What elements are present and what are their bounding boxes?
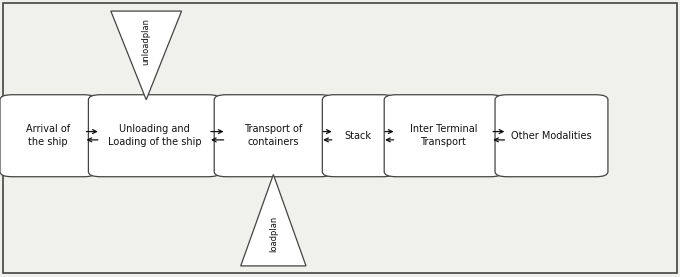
Text: Transport of
containers: Transport of containers [244,124,303,147]
FancyBboxPatch shape [322,95,394,177]
FancyBboxPatch shape [214,95,333,177]
Text: Inter Terminal
Transport: Inter Terminal Transport [409,124,477,147]
FancyBboxPatch shape [3,3,677,273]
Text: Stack: Stack [345,131,372,141]
Text: Other Modalities: Other Modalities [511,131,592,141]
FancyBboxPatch shape [384,95,503,177]
Text: loadplan: loadplan [269,216,278,252]
FancyBboxPatch shape [88,95,220,177]
Text: Unloading and
Loading of the ship: Unloading and Loading of the ship [107,124,201,147]
Polygon shape [241,175,306,266]
Text: unloadplan: unloadplan [141,18,151,65]
Text: Arrival of
the ship: Arrival of the ship [26,124,70,147]
FancyBboxPatch shape [495,95,608,177]
FancyBboxPatch shape [0,95,96,177]
Polygon shape [111,11,182,100]
